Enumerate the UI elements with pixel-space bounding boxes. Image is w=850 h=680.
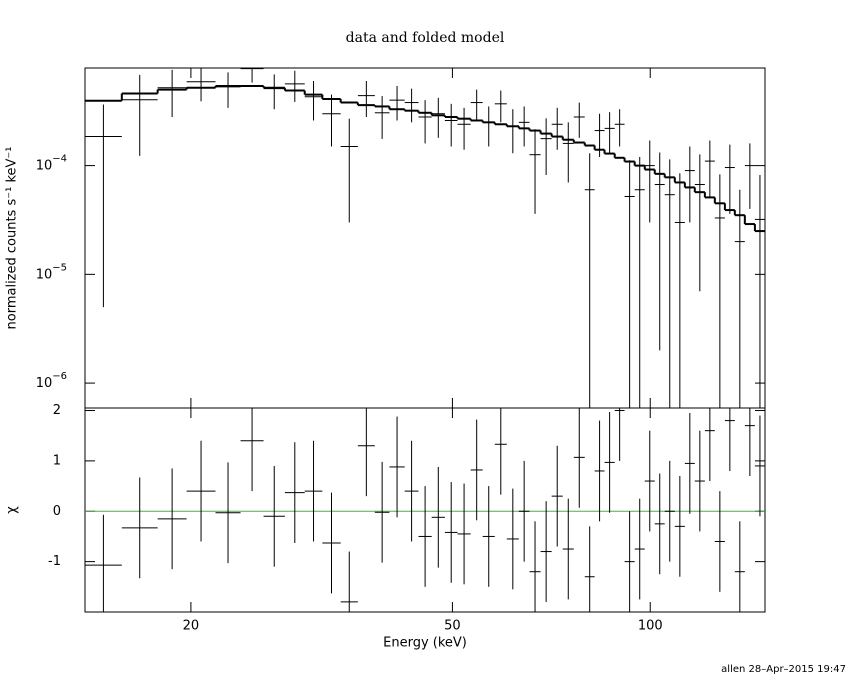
y-tick-base: 10 [36,376,53,391]
y-tick-label: 1 [53,453,61,468]
y-tick-label: 10−6 [36,371,67,391]
y-tick-label: 2 [53,403,61,418]
y-tick-exponent: −4 [52,154,67,165]
plot-frame [84,407,766,613]
x-tick-label: 100 [638,619,663,634]
x-axis-label: Energy (keV) [383,636,467,651]
y-tick-label: -1 [48,554,61,569]
y-tick-exponent: −6 [52,371,67,382]
chart-title: data and folded model [346,30,505,46]
y-axis-label: normalized counts s⁻¹ keV⁻¹ [5,147,20,330]
y-tick-label: 10−4 [36,154,67,174]
plot-area [85,68,765,408]
y-tick-exponent: −5 [52,262,67,273]
y-tick-base: 10 [36,267,53,282]
y-axis-label: χ [5,506,20,514]
y-tick-label: 0 [53,504,61,519]
y-tick-base: 10 [36,158,53,173]
y-tick-label: 10−5 [36,262,67,282]
footer: allen 28–Apr–2015 19:47 [721,664,846,675]
plot-area [85,408,765,612]
x-tick-label: 50 [444,619,461,634]
x-tick-label: 20 [183,619,200,634]
